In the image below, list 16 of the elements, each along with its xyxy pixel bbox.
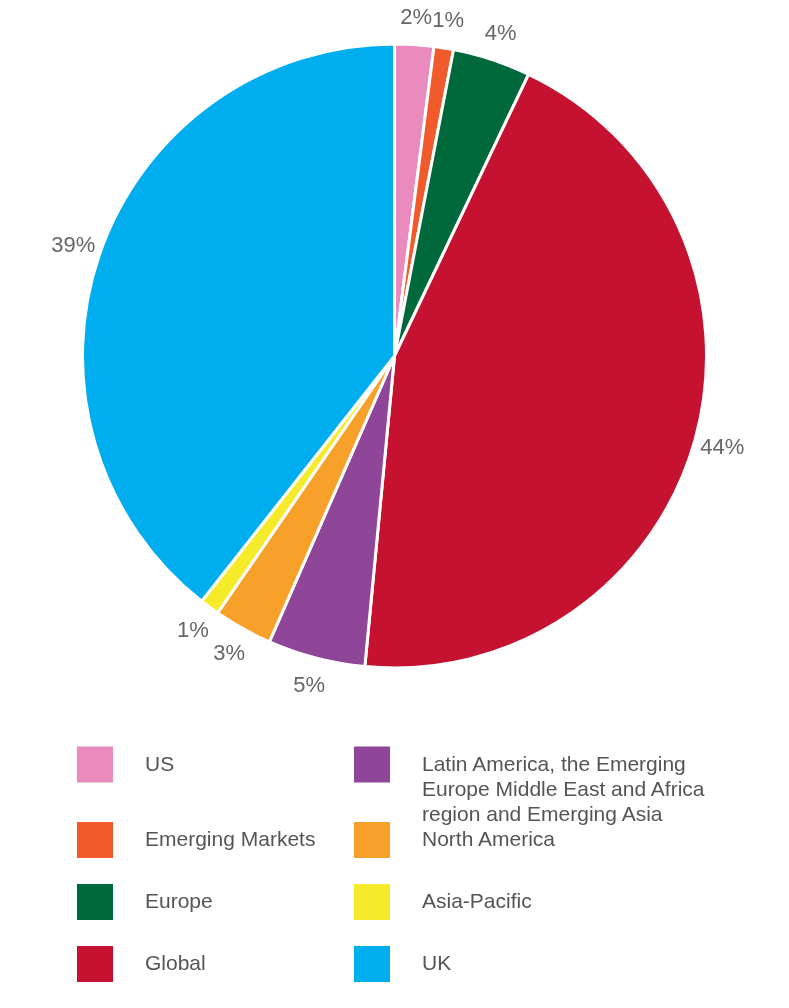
data-label: 39%	[51, 231, 96, 257]
data-label: 1%	[432, 7, 465, 33]
data-label: 44%	[700, 433, 745, 459]
legend-label: Asia-Pacific	[422, 889, 532, 912]
data-label: 3%	[213, 640, 246, 666]
data-label: 1%	[177, 616, 209, 642]
data-label: 4%	[484, 19, 517, 45]
data-label: 2%	[400, 3, 432, 29]
legend-label: Global	[145, 951, 206, 974]
legend-label: US	[145, 751, 175, 775]
legend-label: Latin America, the Emerging Europe Middle East and Africa region and Emerging Asia	[422, 751, 705, 825]
legend-label: Europe	[145, 889, 213, 912]
legend-label: Emerging Markets	[145, 827, 316, 850]
legend-label: UK	[422, 951, 452, 974]
legend-label: North America	[422, 827, 556, 850]
data-label: 5%	[293, 672, 326, 698]
